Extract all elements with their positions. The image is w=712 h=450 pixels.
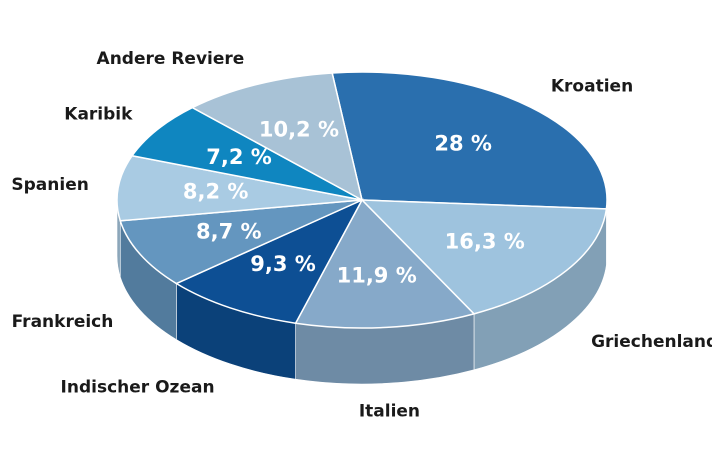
pie-slice bbox=[130, 106, 363, 201]
category-label: Griechenland bbox=[591, 332, 712, 352]
value-label: 16,3 % bbox=[445, 229, 525, 253]
value-label: 10,2 % bbox=[259, 118, 339, 142]
category-label: Karibik bbox=[64, 104, 133, 124]
value-label: 8,2 % bbox=[183, 180, 249, 204]
value-label: 11,9 % bbox=[337, 263, 417, 287]
pie-slice bbox=[119, 199, 363, 285]
pie-slice bbox=[174, 198, 364, 325]
value-label: 8,7 % bbox=[196, 220, 262, 244]
category-label: Andere Reviere bbox=[97, 49, 245, 69]
pie-slice bbox=[190, 72, 364, 202]
category-label: Frankreich bbox=[12, 312, 114, 332]
value-label: 7,2 % bbox=[206, 145, 272, 169]
value-label: 9,3 % bbox=[250, 252, 316, 276]
pie-slice bbox=[116, 154, 363, 222]
category-label: Spanien bbox=[11, 175, 88, 195]
pie-slice bbox=[360, 199, 608, 315]
pie-slice bbox=[294, 198, 476, 329]
category-label: Italien bbox=[359, 401, 420, 421]
category-label: Indischer Ozean bbox=[61, 378, 215, 398]
pie-slice bbox=[331, 71, 608, 210]
category-label: Kroatien bbox=[551, 77, 633, 97]
value-label: 28 % bbox=[434, 131, 492, 155]
